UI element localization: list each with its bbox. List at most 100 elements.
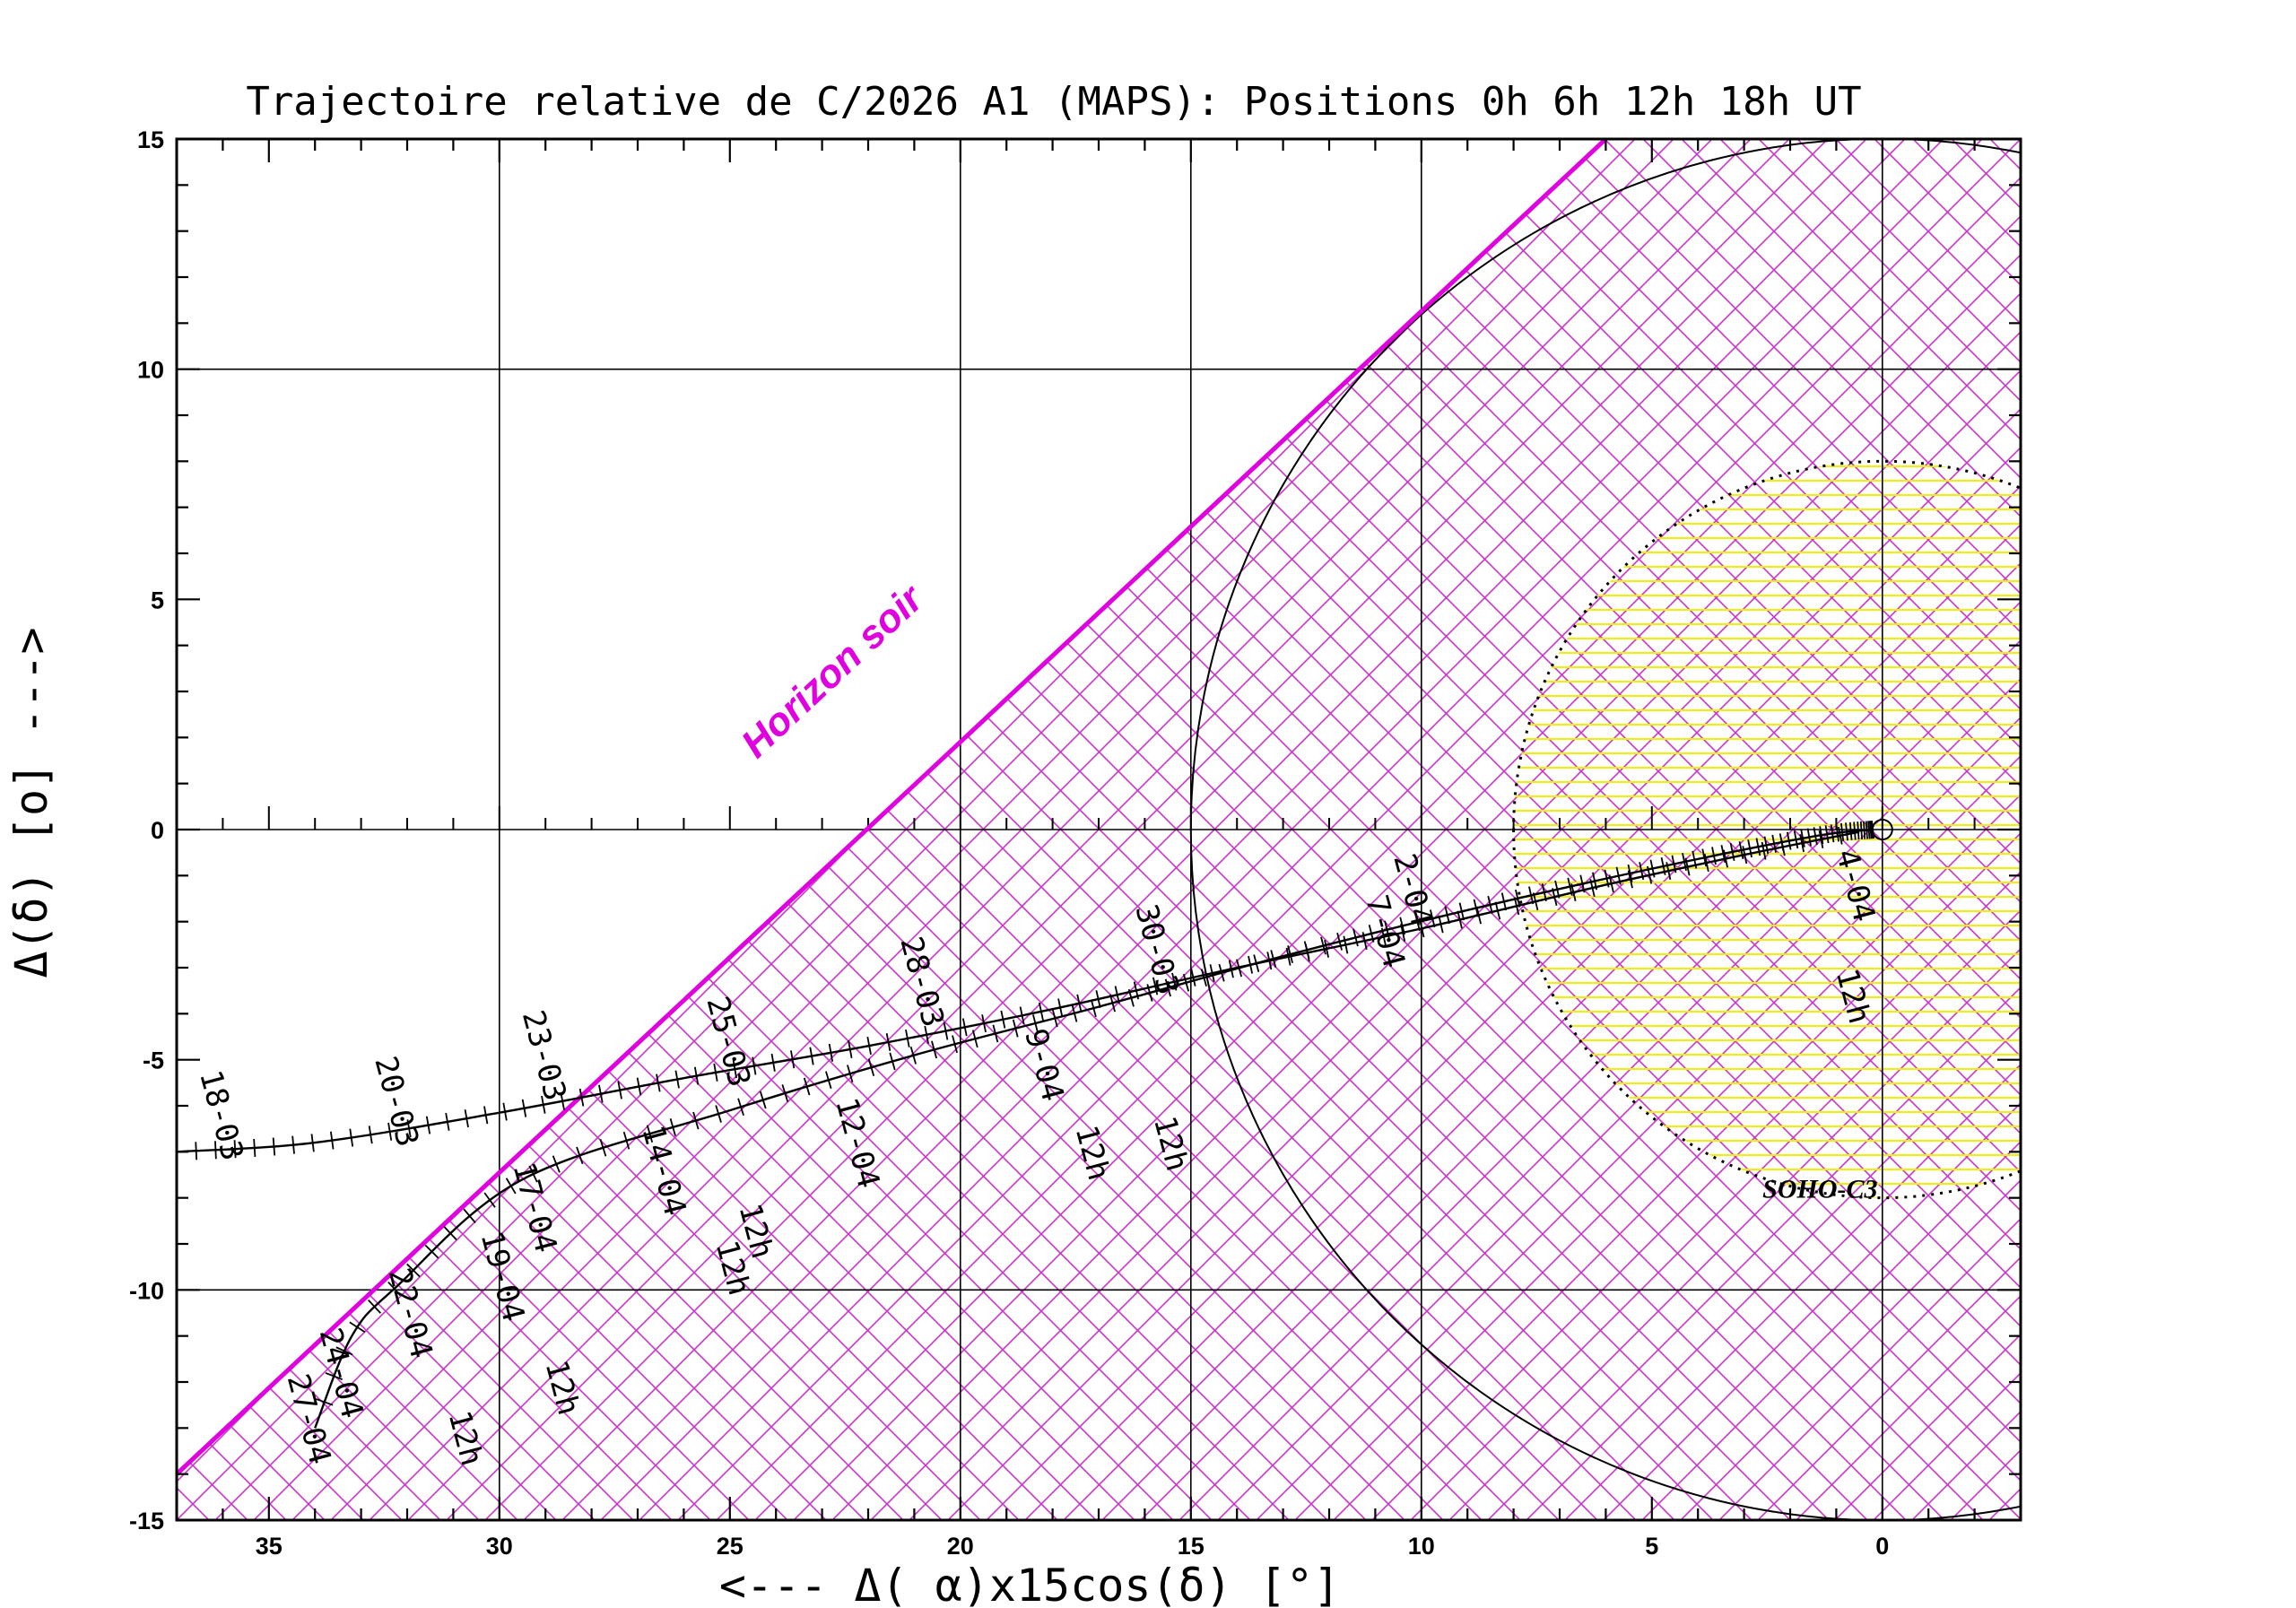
x-tick-label: 0 — [1875, 1533, 1889, 1560]
trajectory-tick — [656, 1073, 661, 1092]
trajectory-tick — [1076, 994, 1083, 1013]
trajectory-tick — [1786, 831, 1792, 850]
plot-area — [177, 139, 2021, 1520]
trajectory-tick — [463, 1208, 476, 1224]
trajectory-tick — [971, 1030, 978, 1048]
trajectory-tick — [1336, 932, 1343, 951]
trajectory-tick — [1218, 963, 1225, 982]
trajectory-tick — [1779, 833, 1785, 852]
trajectory-tick — [1051, 1009, 1058, 1028]
trajectory-tick — [424, 1244, 439, 1259]
trajectory-tick — [445, 1112, 450, 1131]
trajectory-tick — [329, 1131, 335, 1150]
trajectory-tick — [1236, 959, 1243, 978]
trajectory-tick — [1859, 821, 1863, 839]
trajectory-tick — [1771, 834, 1777, 853]
trajectory-tick — [1819, 826, 1824, 845]
trajectory-tick — [1853, 821, 1857, 840]
trajectory-tick — [1095, 990, 1101, 1009]
trajectory-tick — [617, 1081, 622, 1100]
trajectory-tick — [867, 1058, 875, 1077]
trajectory-tick — [1755, 838, 1761, 856]
axis-tick-labels: 35 30 25 20 15 10 5 0 15 10 5 0 -5 -10 -15 — [129, 126, 1889, 1560]
trajectory-tick — [961, 1018, 968, 1037]
trajectory-1 — [177, 830, 1860, 1153]
trajectory-tick — [992, 1024, 999, 1043]
trajectory-tick — [715, 1105, 722, 1123]
trajectory-tick — [1604, 869, 1610, 888]
trajectory-tick — [1473, 899, 1479, 917]
date-label: 20-03 — [367, 1053, 425, 1151]
trajectory-tick — [1818, 830, 1824, 848]
trajectory-tick — [781, 1084, 789, 1102]
trajectory-tick — [552, 1155, 561, 1173]
trajectory-tick — [1671, 855, 1677, 874]
trajectory-tick — [1109, 994, 1116, 1013]
trajectory-tick — [674, 1070, 680, 1089]
trajectory-tick — [1200, 969, 1207, 987]
trajectory-tick — [1649, 859, 1656, 878]
trajectory-tick — [1806, 828, 1812, 847]
y-tick-label: 0 — [151, 817, 164, 844]
trajectory-tick — [885, 1033, 891, 1052]
trajectory-tick — [1287, 945, 1293, 963]
date-label: 23-03 — [515, 1006, 573, 1104]
trajectory-tick — [541, 1095, 546, 1114]
trajectory-tick — [406, 1263, 421, 1278]
trajectory-tick — [1000, 1010, 1006, 1029]
trajectory-tick — [502, 1102, 508, 1121]
trajectory-tick — [1660, 856, 1666, 875]
trajectory-tick — [1384, 920, 1390, 939]
trajectory-tick — [737, 1098, 744, 1117]
trajectory-tick — [646, 1125, 654, 1143]
x-tick-label: 15 — [1178, 1533, 1205, 1560]
trajectory-tick — [1839, 822, 1845, 841]
trajectory-tick — [1352, 928, 1359, 947]
trajectory-tick — [1500, 892, 1508, 911]
trajectory-tick — [464, 1109, 469, 1128]
trajectory-tick — [1324, 939, 1330, 958]
trajectory-tick — [1738, 841, 1744, 860]
trajectory-tick — [335, 1346, 353, 1356]
trajectory-tick — [599, 1138, 607, 1157]
trajectory-tick — [425, 1116, 431, 1134]
trajectory-tick — [1457, 910, 1463, 929]
trajectory-tick — [1835, 823, 1839, 842]
trajectory-tick — [1528, 886, 1535, 905]
trajectory-tick — [1515, 889, 1521, 908]
trajectory-tick — [1615, 866, 1622, 885]
trajectory-tick — [909, 1046, 917, 1065]
soho-c3-label: SOHO-C3 — [1762, 1175, 1877, 1204]
trajectory-tick — [952, 1035, 958, 1054]
trajectory-tick — [1127, 988, 1135, 1007]
trajectory-tick — [483, 1192, 496, 1208]
trajectory-tick — [1711, 847, 1717, 865]
trajectory-tick — [1228, 960, 1234, 978]
trajectory-tick — [598, 1084, 604, 1103]
origin-marker — [1871, 819, 1893, 840]
trajectory-tick — [1868, 821, 1873, 839]
trajectory-tick — [387, 1281, 401, 1296]
trajectory-tick — [1285, 947, 1292, 966]
trajectory-tick — [1458, 902, 1465, 921]
y-tick-label: -15 — [129, 1508, 164, 1534]
trajectory-tick — [636, 1077, 642, 1096]
trajectory-tick — [803, 1077, 811, 1096]
trajectory-tick — [1209, 964, 1215, 983]
trajectory-tick — [1682, 853, 1687, 871]
y-tick-label: -10 — [129, 1277, 164, 1304]
trajectory-tick — [622, 1131, 631, 1150]
trajectory-tick — [1692, 850, 1698, 869]
trajectory-tick — [1627, 864, 1633, 882]
trajectory-tick — [759, 1091, 767, 1109]
trajectory-tick — [825, 1071, 832, 1090]
y-tick-label: 15 — [137, 126, 164, 153]
horizon-line — [177, 139, 1608, 1476]
trajectory-tick — [931, 1040, 938, 1059]
trajectory-tick — [889, 1052, 896, 1071]
y-axis-label: Δ(δ) [o] ---> — [5, 627, 57, 978]
trajectory-tick — [692, 1111, 700, 1130]
trajectory-tick — [253, 1138, 257, 1158]
trajectory-tick — [1639, 862, 1645, 881]
